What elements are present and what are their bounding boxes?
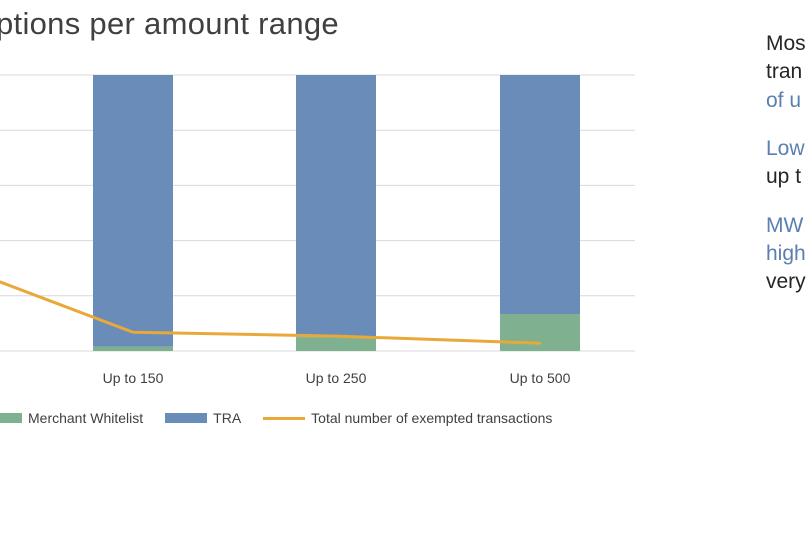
legend-swatch-tra [165, 413, 208, 423]
side-block-3: MW high very [766, 212, 810, 297]
legend-item-merchant-whitelist: Merchant Whitelist [0, 410, 143, 426]
chart-title: ptions per amount range [0, 6, 339, 41]
x-tick-label: Up to 150 [103, 370, 164, 386]
line-total-exempted [0, 280, 542, 345]
side-commentary: Mos tran of u Low up t MW high very [766, 30, 810, 317]
legend-swatch-total [263, 416, 306, 420]
bar-tra [93, 75, 173, 347]
chart-plot: Up to 150 Up to 250 Up to 500 [0, 74, 635, 386]
side-text-line: tran [766, 60, 803, 84]
side-text-line: very [766, 270, 806, 294]
x-tick-label: Up to 500 [510, 370, 571, 386]
total-line [0, 280, 542, 345]
legend-item-tra: TRA [165, 410, 241, 426]
bar-merchant-whitelist [93, 346, 173, 351]
legend-item-total: Total number of exempted transactions [263, 410, 552, 426]
bar-tra [500, 75, 580, 315]
side-text-line: Mos [766, 32, 806, 55]
side-text-line: MW [766, 213, 804, 237]
legend-label-total: Total number of exempted transactions [311, 410, 553, 426]
side-text-line: Low [766, 137, 805, 161]
side-block-2: Low up t [766, 135, 810, 192]
bar-merchant-whitelist [500, 314, 580, 351]
legend-swatch-merchant-whitelist [0, 413, 22, 423]
x-tick-label: Up to 250 [306, 370, 367, 386]
side-block-1: Mos tran of u [766, 30, 810, 115]
legend-label-tra: TRA [213, 410, 242, 426]
side-text-line: high [766, 242, 806, 266]
legend: Merchant Whitelist TRA Total number of e… [0, 410, 574, 426]
category-labels: Up to 150 Up to 250 Up to 500 [103, 370, 571, 386]
legend-label-merchant-whitelist: Merchant Whitelist [28, 410, 144, 426]
bar-merchant-whitelist [296, 337, 376, 351]
side-text-line: of u [766, 88, 802, 112]
bar-tra [296, 75, 376, 338]
bars [93, 75, 580, 351]
side-text-line: up t [766, 165, 802, 189]
